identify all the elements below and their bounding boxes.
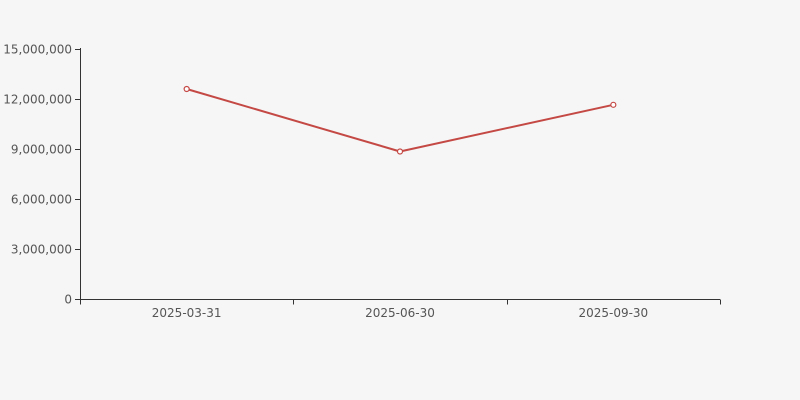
- series-line: [185, 88, 615, 153]
- y-axis-tick-label: 0: [64, 293, 72, 307]
- y-axis-tick-label: 6,000,000: [11, 193, 72, 207]
- data-point-marker[interactable]: [610, 101, 617, 108]
- y-axis-tick-label: 3,000,000: [11, 243, 72, 257]
- data-point-marker[interactable]: [396, 148, 404, 155]
- data-point-marker[interactable]: [183, 85, 190, 93]
- y-axis-tick-label: 15,000,000: [3, 43, 72, 57]
- x-axis-tick-label: 2025-09-30: [578, 306, 648, 320]
- x-axis-tick-label: 2025-06-30: [365, 306, 435, 320]
- y-axis-tick-label: 9,000,000: [11, 143, 72, 157]
- y-axis-tick-label: 12,000,000: [3, 93, 72, 107]
- x-axis-tick-label: 2025-03-31: [152, 306, 222, 320]
